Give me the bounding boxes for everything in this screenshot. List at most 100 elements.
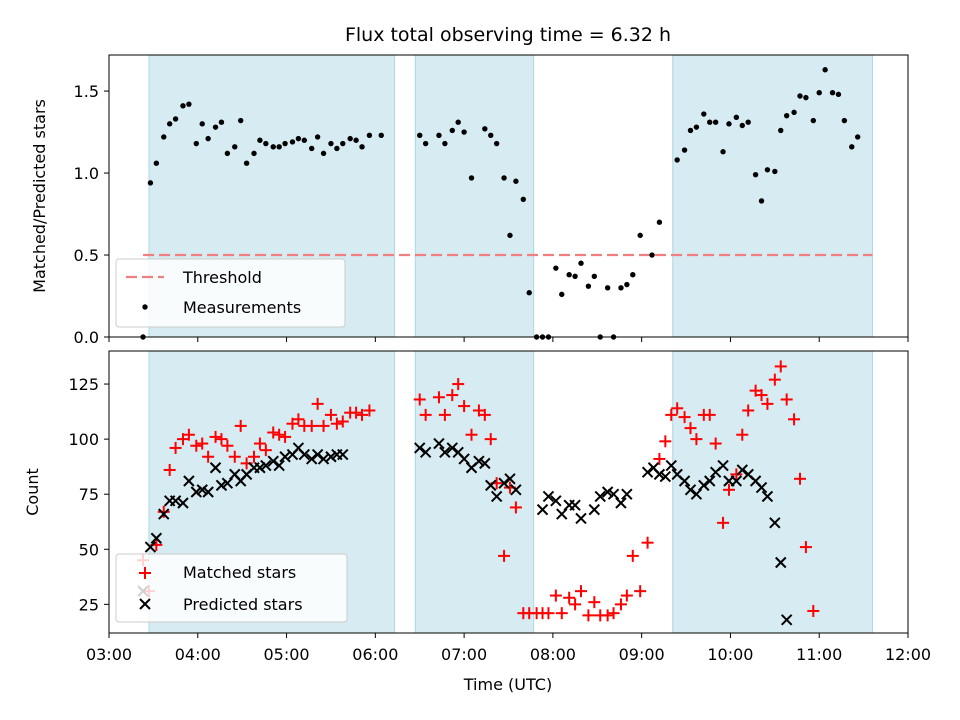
matched-point-65 xyxy=(607,607,620,620)
measurement-points xyxy=(140,67,861,340)
predicted-point-41 xyxy=(479,457,491,470)
measurement-point-27 xyxy=(314,134,321,140)
measurement-point-18 xyxy=(257,137,263,143)
chart-title: Flux total observing time = 6.32 h xyxy=(345,24,671,46)
measurement-point-32 xyxy=(347,135,353,142)
matched-point-66 xyxy=(614,598,627,611)
measurement-point-13 xyxy=(224,150,231,157)
predicted-point-42 xyxy=(485,479,497,492)
bottom-y-tick-label-4: 125 xyxy=(68,375,99,394)
predicted-point-10 xyxy=(202,486,214,498)
bottom-axes: 03:00 04:00 05:00 06:00 07:00 08:00 09:00 10:00… xyxy=(68,375,931,664)
top-shaded-interval-2 xyxy=(672,54,873,338)
measurement-point-15 xyxy=(237,117,244,124)
matched-point-3 xyxy=(157,505,170,518)
measurement-point-91 xyxy=(797,93,803,99)
matched-point-45 xyxy=(478,408,491,421)
measurement-point-43 xyxy=(461,129,467,135)
predicted-point-74 xyxy=(730,475,743,487)
measurement-point-6 xyxy=(180,103,186,109)
matched-point-21 xyxy=(273,428,286,441)
matched-point-81 xyxy=(717,516,730,529)
predicted-point-53 xyxy=(575,512,587,525)
measurement-point-29 xyxy=(328,140,334,147)
matched-point-13 xyxy=(221,439,234,452)
predicted-point-38 xyxy=(458,453,470,465)
measurement-point-19 xyxy=(263,140,269,147)
measurement-point-64 xyxy=(604,285,611,291)
x-tick-label-6: 09:00 xyxy=(619,645,665,664)
legend-predicted-label: Predicted stars xyxy=(183,595,303,614)
predicted-point-52 xyxy=(569,499,581,511)
predicted-point-27 xyxy=(311,448,324,461)
matched-point-11 xyxy=(209,430,222,443)
predicted-point-45 xyxy=(504,473,516,485)
matched-point-17 xyxy=(248,450,261,463)
measurement-point-56 xyxy=(553,265,559,271)
predicted-point-47 xyxy=(536,503,549,516)
x-tick-label-9: 12:00 xyxy=(885,645,931,664)
matched-point-43 xyxy=(465,428,478,441)
predicted-point-78 xyxy=(755,481,768,494)
measurement-point-50 xyxy=(513,178,519,184)
measurement-point-62 xyxy=(591,273,598,280)
predicted-point-43 xyxy=(490,490,503,503)
measurement-point-23 xyxy=(289,139,296,145)
predicted-point-54 xyxy=(588,503,601,516)
predicted-point-28 xyxy=(317,453,330,465)
measurement-point-67 xyxy=(624,281,630,288)
matched-point-87 xyxy=(755,389,768,402)
predicted-point-49 xyxy=(550,495,562,507)
measurement-point-90 xyxy=(791,109,797,116)
measurement-point-41 xyxy=(449,127,455,134)
matched-point-39 xyxy=(438,408,451,421)
predicted-point-72 xyxy=(717,459,729,472)
matched-point-61 xyxy=(582,609,595,622)
measurement-point-16 xyxy=(243,160,250,166)
matched-point-48 xyxy=(498,549,511,562)
x-tick-label-8: 11:00 xyxy=(796,645,842,664)
matched-point-76 xyxy=(684,422,697,435)
matched-point-35 xyxy=(363,404,376,417)
measurement-point-89 xyxy=(783,112,790,119)
predicted-point-44 xyxy=(498,477,510,489)
measurement-point-68 xyxy=(630,271,636,278)
matched-stars-points xyxy=(137,360,820,622)
predicted-point-70 xyxy=(704,475,716,487)
measurement-point-40 xyxy=(442,140,448,147)
predicted-point-3 xyxy=(158,508,170,520)
measurement-point-74 xyxy=(687,127,694,134)
matched-point-41 xyxy=(452,378,465,391)
measurement-point-20 xyxy=(270,144,276,150)
predicted-point-12 xyxy=(215,479,228,492)
bottom-plot-frame xyxy=(108,350,909,634)
predicted-point-36 xyxy=(446,442,458,454)
predicted-point-66 xyxy=(678,475,691,487)
measurement-point-71 xyxy=(656,219,663,225)
top-legend: Threshold Measurements xyxy=(115,258,346,328)
matched-point-7 xyxy=(182,428,195,441)
matched-point-29 xyxy=(324,408,337,421)
matched-point-18 xyxy=(253,437,266,450)
measurement-point-24 xyxy=(295,135,302,142)
measurement-point-73 xyxy=(681,147,688,153)
top-shaded-interval-1 xyxy=(414,54,535,338)
matched-point-75 xyxy=(678,411,691,424)
measurement-point-17 xyxy=(251,150,257,157)
predicted-point-82 xyxy=(780,614,793,626)
matched-point-28 xyxy=(317,419,330,432)
measurement-point-39 xyxy=(436,132,442,139)
measurement-point-52 xyxy=(526,290,532,296)
legend-matched-swatch xyxy=(139,567,151,579)
matched-point-31 xyxy=(336,415,349,428)
matched-point-84 xyxy=(736,428,749,441)
top-y-tick-label-2: 1.0 xyxy=(74,164,99,183)
predicted-point-64 xyxy=(665,459,677,472)
matched-point-83 xyxy=(730,468,743,481)
measurement-point-2 xyxy=(153,160,160,166)
predicted-point-68 xyxy=(690,488,703,500)
measurement-point-28 xyxy=(320,150,327,157)
matched-point-95 xyxy=(807,604,820,617)
predicted-point-31 xyxy=(337,448,349,461)
measurement-point-94 xyxy=(816,90,822,96)
